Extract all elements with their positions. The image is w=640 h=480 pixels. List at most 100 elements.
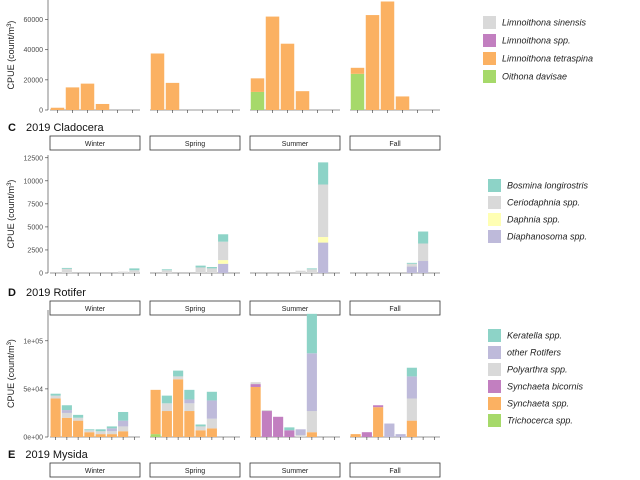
bar-segment bbox=[165, 82, 180, 110]
y-tick-label: 0 bbox=[39, 271, 43, 278]
panel-2: D 2019 Rotifer Winter Spring Summer Fall 0e+00… bbox=[6, 287, 584, 442]
facet-strip-spring bbox=[149, 462, 241, 478]
facet-strip-fall bbox=[349, 462, 441, 478]
facet-label: Spring bbox=[185, 306, 205, 313]
bar-segment bbox=[118, 411, 129, 421]
bar-segment bbox=[418, 231, 429, 244]
bar-segment bbox=[195, 424, 206, 427]
legend-swatch bbox=[488, 230, 501, 243]
bar-segment bbox=[50, 393, 61, 396]
bar-segment bbox=[295, 270, 306, 273]
bar-segment bbox=[218, 263, 229, 273]
bar-segment bbox=[406, 262, 417, 264]
bar-segment bbox=[265, 16, 280, 111]
legend-swatch bbox=[488, 179, 501, 192]
bar-segment bbox=[184, 389, 195, 400]
bar-segment bbox=[129, 268, 140, 271]
facet-strip-summer bbox=[249, 300, 341, 316]
bar-segment bbox=[261, 410, 272, 412]
bar-segment bbox=[318, 242, 329, 273]
legend-swatch bbox=[488, 213, 501, 226]
legend-swatch bbox=[488, 397, 501, 410]
bar-segment bbox=[173, 370, 184, 377]
bar-segment bbox=[195, 430, 206, 437]
bar-segment bbox=[206, 268, 217, 273]
bar-segment bbox=[306, 313, 317, 354]
bar-segment bbox=[73, 414, 84, 418]
facet-label: Spring bbox=[185, 141, 205, 148]
facet-label: Summer bbox=[282, 468, 309, 475]
bar-segment bbox=[273, 416, 284, 437]
panel-title: C 2019 Cladocera bbox=[8, 122, 105, 134]
y-tick-label: 40000 bbox=[24, 47, 44, 54]
y-tick-label: 2500 bbox=[27, 247, 43, 254]
bar-segment bbox=[118, 426, 129, 432]
bar-segment bbox=[295, 435, 306, 437]
legend-label: Daphnia spp. bbox=[507, 215, 560, 225]
bar-segment bbox=[218, 234, 229, 242]
bar-segment bbox=[406, 367, 417, 377]
legend-label: Limnoithona sinensis bbox=[502, 18, 587, 28]
bar-segment bbox=[61, 412, 72, 418]
bar-segment bbox=[250, 384, 261, 387]
bar-segment bbox=[295, 91, 310, 110]
legend-label: Ceriodaphnia spp. bbox=[507, 198, 580, 208]
bar-segment bbox=[95, 429, 106, 432]
bar-segment bbox=[173, 379, 184, 437]
bar-segment bbox=[161, 411, 172, 437]
facet-strip-spring bbox=[149, 300, 241, 316]
bar-segment bbox=[118, 420, 129, 427]
bar-segment bbox=[380, 1, 395, 110]
bar-segment bbox=[61, 417, 72, 437]
bar-segment bbox=[406, 266, 417, 273]
bar-segment bbox=[95, 434, 106, 437]
bar-segment bbox=[150, 389, 161, 435]
bar-segment bbox=[350, 67, 365, 74]
bar-segment bbox=[61, 405, 72, 411]
y-tick-label: 5e+04 bbox=[23, 386, 43, 393]
bar-segment bbox=[318, 162, 329, 185]
bar-segment bbox=[95, 103, 110, 110]
bar-segment bbox=[150, 434, 161, 437]
y-tick-label: 5000 bbox=[27, 224, 43, 231]
panel-0: 0 20000 40000 60000 CPUE (count/m3) Limnoitho… bbox=[6, 0, 593, 115]
bar-segment bbox=[350, 73, 365, 110]
panel-letter: E bbox=[8, 449, 15, 461]
panel-title-text: 2019 Mysida bbox=[25, 449, 88, 461]
bar-segment bbox=[150, 53, 165, 110]
facet-strip-winter bbox=[49, 135, 141, 151]
bar-segment bbox=[161, 269, 172, 271]
legend-label: other Rotifers bbox=[507, 348, 562, 358]
facet-label: Summer bbox=[282, 306, 309, 313]
facet-strip-winter bbox=[49, 462, 141, 478]
facet-label: Winter bbox=[85, 468, 106, 475]
bar-segment bbox=[61, 267, 72, 269]
legend-label: Limnoithona tetraspina bbox=[502, 54, 593, 64]
panel-title: D 2019 Rotifer bbox=[8, 287, 86, 299]
bar-segment bbox=[50, 398, 61, 437]
bar-segment bbox=[195, 426, 206, 431]
facet-strip-fall bbox=[349, 300, 441, 316]
panel-letter: C bbox=[8, 122, 16, 134]
bar-segment bbox=[80, 83, 95, 110]
panel-title: E 2019 Mysida bbox=[8, 449, 89, 461]
bar-segment bbox=[306, 411, 317, 433]
bar-segment bbox=[206, 391, 217, 401]
bar-segment bbox=[106, 426, 117, 429]
bar-segment bbox=[365, 15, 380, 110]
bar-segment bbox=[418, 243, 429, 262]
panel-title-text: 2019 Cladocera bbox=[26, 122, 105, 134]
bar-segment bbox=[50, 107, 65, 110]
facet-strip-summer bbox=[249, 135, 341, 151]
legend-swatch bbox=[488, 346, 501, 359]
bar-segment bbox=[106, 434, 117, 437]
bar-segment bbox=[406, 398, 417, 421]
bar-segment bbox=[406, 263, 417, 267]
bar-segment bbox=[295, 429, 306, 436]
bar-segment bbox=[61, 410, 72, 413]
bar-segment bbox=[218, 241, 229, 261]
bar-segment bbox=[184, 403, 195, 412]
y-axis-title: CPUE (count/m3) bbox=[6, 339, 16, 408]
y-axis-title: CPUE (count/m3) bbox=[6, 21, 16, 90]
bar-segment bbox=[406, 376, 417, 399]
